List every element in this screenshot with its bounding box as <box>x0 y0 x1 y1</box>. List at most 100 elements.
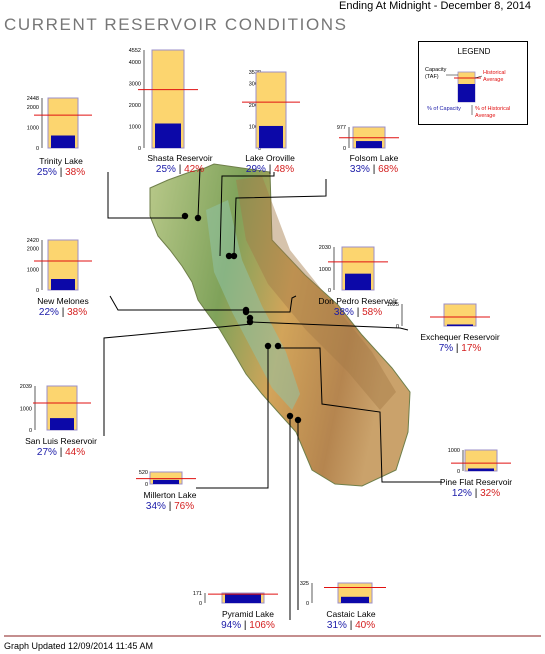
reservoir-name-pyramid-lake: Pyramid Lake <box>222 609 274 619</box>
report-date: Ending At Midnight - December 8, 2014 <box>338 0 531 12</box>
pct-separator-lake-oroville: | <box>266 164 274 175</box>
capacity-bar-exchequer-reservoir <box>443 303 477 327</box>
storage-bar-trinity-lake <box>51 135 75 148</box>
reservoir-name-shasta-reservoir: Shasta Reservoir <box>147 153 212 163</box>
location-dot-pine-flat-reservoir <box>274 342 282 350</box>
california-map <box>149 163 411 487</box>
storage-bar-pyramid-lake <box>225 593 261 603</box>
reservoir-percent-san-luis-reservoir: 27% | 44% <box>37 447 85 458</box>
pct-capacity-millerton-lake: 34% <box>146 501 166 512</box>
legend-pct-capacity-label: % of Capacity <box>427 106 461 112</box>
footer-updated: Graph Updated 12/09/2014 11:45 AM <box>4 641 153 651</box>
pct-historical-trinity-lake: 38% <box>65 167 85 178</box>
storage-bar-shasta-reservoir <box>155 123 181 148</box>
tick-label-pyramid-lake: 0 <box>199 601 202 607</box>
tick-label-new-melones: 2000 <box>27 247 39 253</box>
tick-label-castaic-lake: 0 <box>306 601 309 607</box>
tick-label-castaic-lake: 325 <box>300 581 309 587</box>
reservoir-percent-castaic-lake: 31% | 40% <box>327 620 375 631</box>
tick-label-shasta-reservoir: 2000 <box>129 103 141 109</box>
pct-historical-exchequer-reservoir: 17% <box>461 343 481 354</box>
pct-capacity-pine-flat-reservoir: 12% <box>452 488 472 499</box>
connector-line-exchequer-reservoir <box>251 321 409 331</box>
connector-line-shasta-reservoir <box>197 167 201 219</box>
pct-separator-new-melones: | <box>59 307 67 318</box>
tick-label-don-pedro-reservoir: 0 <box>328 288 331 294</box>
tick-label-trinity-lake: 2448 <box>27 96 39 102</box>
pct-historical-millerton-lake: 76% <box>174 501 194 512</box>
pct-capacity-exchequer-reservoir: 7% <box>439 343 454 354</box>
pct-separator-trinity-lake: | <box>57 167 65 178</box>
reservoir-percent-pine-flat-reservoir: 12% | 32% <box>452 488 500 499</box>
pct-historical-new-melones: 38% <box>67 307 87 318</box>
storage-bar-lake-oroville <box>259 125 283 148</box>
pct-historical-don-pedro-reservoir: 58% <box>362 307 382 318</box>
pct-historical-folsom-lake: 68% <box>378 164 398 175</box>
tick-label-lake-oroville: 0 <box>258 146 261 152</box>
reservoir-percent-folsom-lake: 33% | 68% <box>350 164 398 175</box>
tick-label-san-luis-reservoir: 1000 <box>20 406 32 412</box>
capacity-bar-pine-flat-reservoir <box>464 449 498 472</box>
reservoir-name-lake-oroville: Lake Oroville <box>245 153 295 163</box>
pct-capacity-pyramid-lake: 94% <box>221 620 241 631</box>
reservoir-percent-exchequer-reservoir: 7% | 17% <box>439 343 482 354</box>
legend-graphic <box>446 71 483 115</box>
location-dot-pyramid-lake <box>286 412 294 420</box>
location-dot-san-luis-reservoir <box>246 318 254 326</box>
location-dot-castaic-lake <box>294 416 302 424</box>
sierra-nevada <box>236 176 396 410</box>
storage-bar-don-pedro-reservoir <box>345 273 371 290</box>
tick-label-shasta-reservoir: 0 <box>138 146 141 152</box>
pct-separator-castaic-lake: | <box>347 620 355 631</box>
connector-line-san-luis-reservoir <box>103 323 253 436</box>
reservoir-percent-don-pedro-reservoir: 38% | 58% <box>334 307 382 318</box>
storage-bar-exchequer-reservoir <box>447 324 473 326</box>
pct-historical-pyramid-lake: 106% <box>249 620 275 631</box>
legend: LEGEND Capacity (TAF) Historical Average… <box>418 41 528 125</box>
pct-historical-castaic-lake: 40% <box>355 620 375 631</box>
reservoir-percent-lake-oroville: 29% | 48% <box>246 164 294 175</box>
tick-label-millerton-lake: 520 <box>139 470 148 476</box>
tick-label-shasta-reservoir: 3000 <box>129 81 141 87</box>
reservoir-name-new-melones: New Melones <box>37 296 89 306</box>
location-dot-folsom-lake <box>230 252 238 260</box>
connector-line-folsom-lake <box>233 179 327 257</box>
pct-separator-millerton-lake: | <box>166 501 174 512</box>
connector-line-millerton-lake <box>196 346 269 489</box>
pct-capacity-don-pedro-reservoir: 38% <box>334 307 354 318</box>
tick-label-pine-flat-reservoir: 1000 <box>448 448 460 454</box>
pct-historical-shasta-reservoir: 42% <box>184 164 204 175</box>
storage-bar-folsom-lake <box>356 141 382 148</box>
tick-label-exchequer-reservoir: 0 <box>396 324 399 330</box>
location-dot-trinity-lake <box>181 212 189 220</box>
pct-capacity-folsom-lake: 33% <box>350 164 370 175</box>
tick-label-new-melones: 0 <box>36 288 39 294</box>
pct-separator-shasta-reservoir: | <box>176 164 184 175</box>
tick-label-lake-oroville: 3000 <box>249 82 261 88</box>
pct-capacity-trinity-lake: 25% <box>37 167 57 178</box>
pct-separator-san-luis-reservoir: | <box>57 447 65 458</box>
connector-line-trinity-lake <box>107 172 185 219</box>
reservoir-name-millerton-lake: Millerton Lake <box>144 490 197 500</box>
tick-label-shasta-reservoir: 1000 <box>129 124 141 130</box>
tick-label-shasta-reservoir: 4000 <box>129 60 141 66</box>
pct-separator-folsom-lake: | <box>370 164 378 175</box>
reservoir-shasta-reservoir: 0 1000 2000 3000 4000 4552 Shasta Reservoir25%… <box>129 48 213 222</box>
storage-bar-pine-flat-reservoir <box>468 468 494 471</box>
pct-separator-exchequer-reservoir: | <box>453 343 461 354</box>
connector-line-new-melones <box>109 295 246 311</box>
pct-capacity-lake-oroville: 29% <box>246 164 266 175</box>
storage-bar-san-luis-reservoir <box>50 418 74 430</box>
reservoir-percent-millerton-lake: 34% | 76% <box>146 501 194 512</box>
tick-label-pyramid-lake: 171 <box>193 591 202 597</box>
tick-label-new-melones: 2420 <box>27 238 39 244</box>
reservoir-percent-trinity-lake: 25% | 38% <box>37 167 85 178</box>
pct-separator-don-pedro-reservoir: | <box>354 307 362 318</box>
tick-label-trinity-lake: 0 <box>36 146 39 152</box>
